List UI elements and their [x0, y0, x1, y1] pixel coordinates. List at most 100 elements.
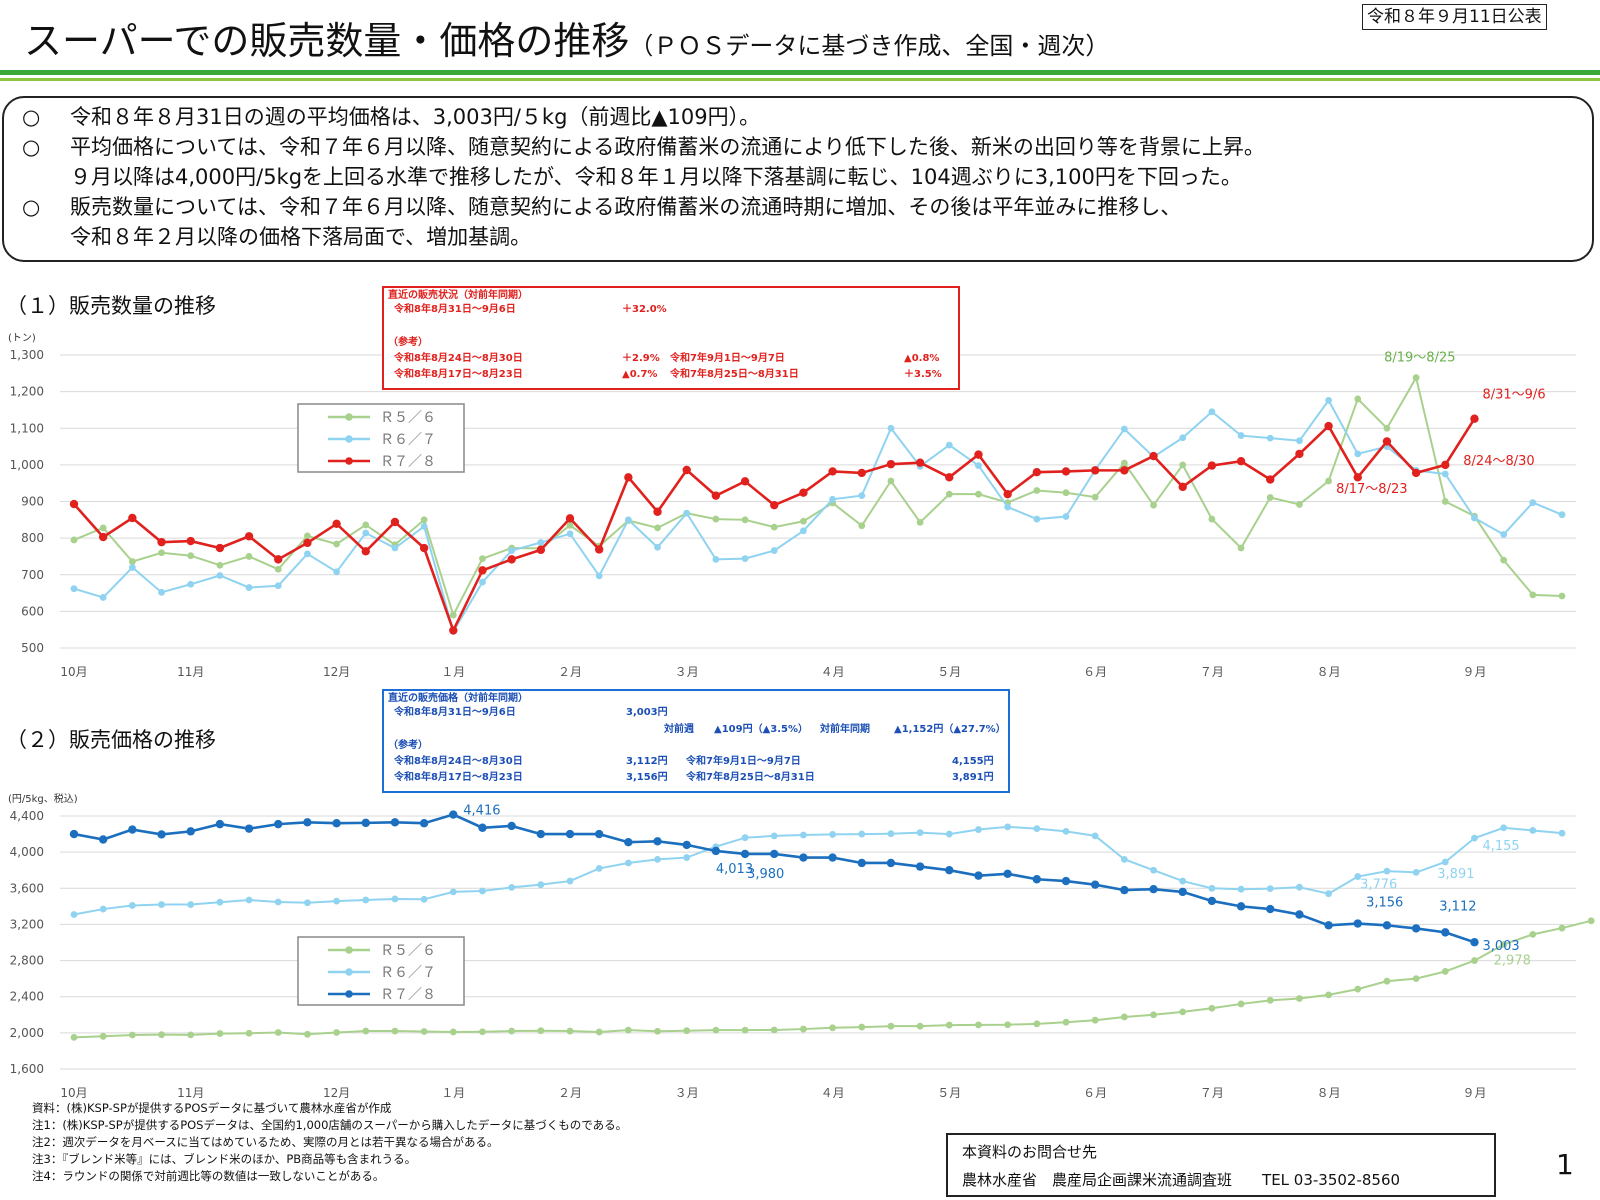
- data-point: [1296, 883, 1303, 891]
- data-point: [186, 536, 195, 546]
- data-point: [887, 424, 895, 432]
- data-point: [1179, 1008, 1187, 1016]
- legend-box: [297, 936, 465, 1006]
- data-point: [624, 859, 632, 867]
- data-point: [216, 572, 224, 579]
- pbox-r1b-text2: 対前年同期: [820, 724, 870, 735]
- data-point: [507, 821, 516, 831]
- data-point: [478, 566, 487, 575]
- data-point: [99, 905, 107, 913]
- data-point: [800, 517, 807, 525]
- data-point: [478, 823, 487, 832]
- data-point: [595, 1028, 603, 1036]
- data-point: [537, 1027, 545, 1035]
- x-month-label: １月: [441, 665, 465, 679]
- legend-entry: Ｒ５／６: [380, 943, 436, 959]
- pbox-r2-value: 3,112円: [626, 756, 668, 767]
- series-line-1: [73, 398, 1563, 635]
- x-month-label: ９月: [1462, 665, 1486, 679]
- data-point: [594, 829, 604, 839]
- data-point: [333, 568, 340, 576]
- data-point: [740, 849, 750, 859]
- note-3: 注3：『ブレンド米等』には、ブレンド米のほか、PB商品等も含まれうる。: [32, 1152, 417, 1166]
- pbox-r1-label: 令和8年8月31日～9月6日: [394, 707, 516, 718]
- data-point: [274, 565, 282, 573]
- data-point: [537, 539, 545, 546]
- data-point: [128, 825, 137, 834]
- summary-bullet-2: ○: [22, 135, 41, 159]
- data-point: [391, 1027, 399, 1035]
- data-point: [1325, 991, 1332, 999]
- data-point: [1208, 515, 1216, 523]
- data-point: [741, 1026, 749, 1034]
- contact-box: 本資料のお問合せ先 農林水産省 農産局企画課米流通調査班 TEL 03-3502…: [946, 1133, 1496, 1197]
- y-tick-label: 1,600: [10, 1062, 44, 1076]
- y-tick-label: 600: [21, 604, 44, 618]
- data-point: [770, 523, 778, 531]
- data-point: [1208, 408, 1216, 416]
- data-point: [158, 1031, 165, 1039]
- annotation-label: 3,112: [1439, 899, 1476, 914]
- data-point: [683, 1027, 691, 1035]
- data-point: [70, 911, 78, 918]
- data-point: [1558, 511, 1566, 519]
- pbox-r3-value: 3,156円: [626, 772, 668, 783]
- data-point: [333, 540, 340, 548]
- data-point: [1354, 985, 1362, 993]
- pbox-r1b-value2: ▲1,152円（▲27.7%）: [894, 724, 1006, 735]
- data-point: [654, 543, 661, 551]
- volume-info-box: 直近の販売状況（対前年同期） 令和8年8月31日～9月6日 ＋32.0% （参考…: [382, 286, 960, 390]
- data-point: [157, 537, 166, 547]
- data-point: [391, 895, 399, 903]
- data-point: [187, 1031, 195, 1039]
- data-point: [1120, 1013, 1128, 1021]
- x-month-label: 10月: [60, 1086, 87, 1100]
- annotation-label: 8/17～8/23: [1336, 482, 1407, 497]
- data-point: [1236, 457, 1246, 466]
- annotation-label: 4,013: [716, 862, 753, 877]
- data-point: [624, 1026, 632, 1034]
- data-point: [128, 513, 137, 523]
- data-point: [1529, 499, 1537, 506]
- x-month-label: ３月: [675, 665, 699, 679]
- y-tick-label: 4,000: [10, 845, 44, 859]
- data-point: [1061, 467, 1071, 476]
- x-month-label: ３月: [675, 1086, 699, 1100]
- data-point: [245, 896, 253, 904]
- data-point: [683, 854, 691, 861]
- data-point: [1004, 503, 1012, 511]
- data-point: [1441, 928, 1450, 937]
- data-point: [420, 516, 428, 524]
- annotation-label: 2,978: [1494, 953, 1531, 968]
- data-point: [1383, 977, 1391, 985]
- data-point: [1558, 829, 1566, 837]
- pbox-r1b-text1: 対前週: [664, 724, 694, 735]
- data-point: [887, 830, 895, 838]
- data-point: [829, 1024, 836, 1032]
- data-point: [390, 818, 400, 827]
- data-point: [712, 1026, 720, 1034]
- data-point: [157, 830, 166, 839]
- data-point: [1471, 834, 1478, 842]
- data-point: [1062, 827, 1070, 835]
- data-point: [1325, 477, 1332, 485]
- data-point: [1441, 498, 1449, 505]
- data-point: [245, 553, 253, 560]
- data-point: [1004, 823, 1012, 831]
- y-tick-label: 1,300: [10, 348, 44, 362]
- x-month-label: ９月: [1462, 1086, 1486, 1100]
- price-chart: (円/5kg、税込) 1,600 2,000 2,400 2,800 3,200 3,600…: [8, 792, 1595, 1100]
- data-point: [419, 819, 429, 828]
- legend-swatch-dot: [345, 946, 353, 954]
- page-title: スーパーでの販売数量・価格の推移（ＰＯＳデータに基づき作成、全国・週次）: [24, 16, 1109, 71]
- data-point: [244, 532, 254, 541]
- y-tick-label: 4,400: [10, 809, 44, 823]
- x-month-label: １月: [441, 1086, 465, 1100]
- data-point: [99, 524, 107, 532]
- data-point: [945, 490, 953, 498]
- data-point: [361, 547, 370, 556]
- data-point: [974, 450, 983, 459]
- data-point: [158, 588, 165, 596]
- data-point: [740, 477, 750, 486]
- data-point: [1529, 827, 1537, 834]
